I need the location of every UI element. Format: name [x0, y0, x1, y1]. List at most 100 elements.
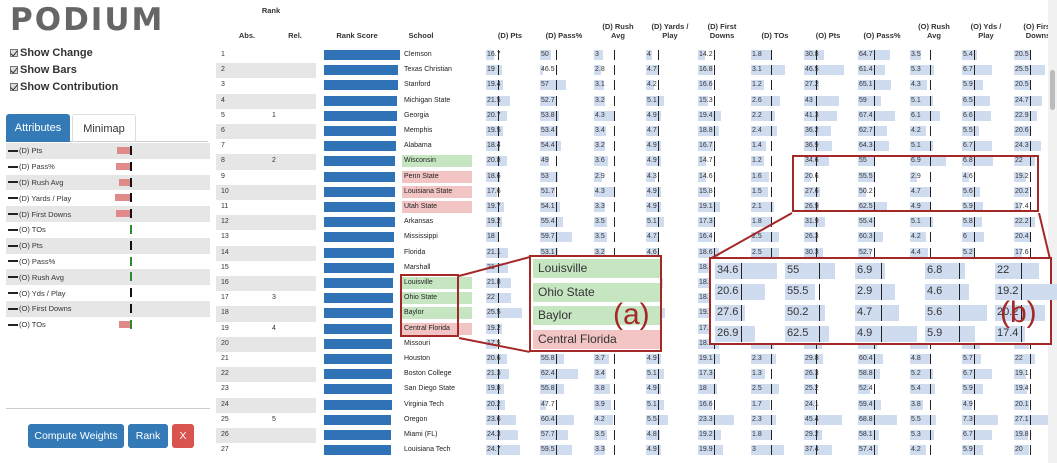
attribute-item[interactable]: (D) Yards / Play — [6, 190, 210, 206]
table-row[interactable]: 25 5 Oregon 23.6 60.4 4.2 5.5 23.3 2.3 45.4 68.8 5.… — [216, 413, 1049, 428]
table-row[interactable]: 27 Louisiana Tech 24.7 59.5 3.3 4.9 19.9 3 37.4 5… — [216, 443, 1046, 458]
school-name[interactable]: Oregon — [404, 415, 428, 423]
column-header[interactable]: (O) Pts — [815, 31, 841, 40]
school-name[interactable]: Virginia Tech — [404, 400, 444, 408]
table-row[interactable]: 11 Utah State 19.7 54.1 3.3 4.9 19.1 2.1 26.9 62.… — [216, 200, 1046, 215]
column-header[interactable]: Downs — [1025, 31, 1051, 40]
column-header[interactable]: (O) Rush — [918, 22, 950, 31]
school-name[interactable]: Ohio State — [402, 292, 472, 305]
weight-tick[interactable] — [130, 193, 132, 203]
abs-header[interactable]: Abs. — [238, 31, 256, 40]
attribute-item[interactable]: (D) Pts — [6, 143, 210, 159]
table-row[interactable]: 2 Texas Christian 19 46.5 2.8 4.7 16.8 3.1 46.5 6… — [216, 63, 1046, 79]
attribute-item[interactable]: (D) Rush Avg — [6, 174, 210, 191]
drag-handle-icon[interactable] — [8, 165, 18, 168]
attribute-item[interactable]: (O) TOs — [6, 222, 210, 238]
school-name[interactable]: Texas Christian — [404, 66, 452, 74]
column-header[interactable]: (D) TOs — [761, 31, 789, 40]
attribute-item[interactable]: (D) First Downs — [6, 206, 210, 222]
school-name[interactable]: Memphis — [404, 127, 433, 134]
table-row[interactable]: 8 2 Wisconsin 20.8 49 3.6 4.9 14.7 1.2 34.6 55 6.9 6… — [216, 154, 1046, 170]
tab-minimap[interactable]: Minimap — [72, 114, 136, 142]
rank-score-header[interactable]: Rank Score — [336, 31, 378, 40]
rel-header[interactable]: Rel. — [288, 31, 302, 40]
weight-tick[interactable] — [130, 319, 132, 329]
scrollbar[interactable] — [1048, 0, 1057, 463]
attribute-item[interactable]: (O) Yds / Play — [6, 285, 210, 301]
column-header[interactable]: (O) Yds / — [970, 22, 1002, 31]
weight-tick[interactable] — [130, 240, 132, 250]
drag-handle-icon[interactable] — [8, 260, 18, 263]
column-header[interactable]: Avg — [611, 31, 625, 40]
school-name[interactable]: Florida — [404, 248, 426, 256]
column-header[interactable]: (D) Pass% — [545, 31, 583, 40]
table-row[interactable]: 7 Alabama 18.4 54.4 3.2 4.9 16.7 1.4 36.9 64.3 5.1… — [216, 139, 1046, 154]
school-name[interactable]: Houston — [404, 355, 431, 362]
school-name[interactable]: Baylor — [402, 307, 472, 320]
drag-handle-icon[interactable] — [8, 292, 18, 295]
school-name[interactable]: Wisconsin — [402, 155, 472, 168]
table-row[interactable]: 23 San Diego State 19.8 55.8 3.8 4.9 18 2.5 25.2… — [216, 382, 1046, 397]
table-row[interactable]: 12 Arkansas 19.2 55.4 3.5 5.1 17.3 1.8 31.9 55.4 5… — [216, 215, 1046, 231]
column-header[interactable]: (D) Yards / — [651, 22, 689, 31]
school-name[interactable]: Stanford — [404, 81, 431, 89]
drag-handle-icon[interactable] — [8, 149, 18, 152]
column-header[interactable]: (O) First — [1023, 22, 1053, 31]
school-name[interactable]: Clemson — [404, 51, 432, 58]
weight-tick[interactable] — [130, 177, 132, 187]
table-row[interactable]: 24 Virginia Tech 20.2 47.7 3.9 5.1 16.6 1.7 24.1… — [216, 397, 1046, 413]
drag-handle-icon[interactable] — [8, 307, 18, 310]
column-header[interactable]: Play — [978, 31, 994, 40]
scrollbar-thumb[interactable] — [1050, 70, 1055, 110]
attribute-item[interactable]: (O) Pass% — [6, 254, 210, 270]
weight-bar[interactable] — [116, 210, 130, 218]
show-contribution-checkbox[interactable]: Show Contribution — [10, 81, 118, 93]
table-row[interactable]: 26 Miami (FL) 24.3 57.7 3.5 4.8 19.2 1.8 29.2 58.… — [216, 428, 1046, 444]
weight-tick[interactable] — [130, 272, 132, 282]
table-row[interactable]: 1 Clemson 16.7 50 3 4 14.2 1.8 30.8 64.7 3.5 5.4 20.… — [216, 48, 1046, 63]
attribute-item[interactable]: (O) Rush Avg — [6, 269, 210, 286]
weight-tick[interactable] — [130, 146, 132, 155]
drag-handle-icon[interactable] — [8, 276, 18, 279]
show-change-checkbox[interactable]: Show Change — [10, 47, 93, 59]
column-header[interactable]: (D) Rush — [602, 22, 634, 31]
compute-weights-button[interactable]: Compute Weights — [28, 424, 124, 448]
close-button[interactable]: X — [172, 424, 194, 448]
drag-handle-icon[interactable] — [8, 323, 18, 326]
column-header[interactable]: Avg — [927, 31, 941, 40]
weight-bar[interactable] — [117, 147, 130, 154]
school-name[interactable]: Penn State — [402, 170, 472, 183]
school-name[interactable]: Utah State — [402, 201, 472, 213]
weight-tick[interactable] — [130, 161, 132, 171]
tab-attributes[interactable]: Attributes — [6, 114, 70, 142]
attribute-item[interactable]: (D) Pass% — [6, 159, 210, 175]
column-header[interactable]: (D) Pts — [497, 31, 523, 40]
table-row[interactable]: 3 Stanford 19.4 57 3.1 4.2 16.6 1.2 27.2 65.1 4.3 5… — [216, 78, 1046, 93]
school-name[interactable]: Boston College — [404, 370, 452, 378]
show-bars-checkbox[interactable]: Show Bars — [10, 64, 77, 76]
weight-tick[interactable] — [130, 288, 132, 298]
table-row[interactable]: 13 Mississippi 18 59.7 3.5 4.7 16.4 2.5 26.3 60.3… — [216, 230, 1046, 245]
school-name[interactable]: Central Florida — [402, 322, 472, 335]
table-row[interactable]: 21 Houston 20.6 55.8 3.7 4.9 19.1 2.3 29.8 60.4 4.… — [216, 352, 1046, 367]
school-name[interactable]: San Diego State — [404, 385, 455, 393]
school-name[interactable]: Louisville — [402, 277, 472, 289]
table-row[interactable]: 9 Penn State 18.6 53 2.9 4.3 14.6 1.6 20.6 55.5 2.… — [216, 170, 1046, 185]
weight-tick[interactable] — [130, 256, 132, 266]
drag-handle-icon[interactable] — [8, 228, 18, 231]
drag-handle-icon[interactable] — [8, 213, 18, 216]
attribute-item[interactable]: (O) Pts — [6, 237, 210, 254]
school-name[interactable]: Michigan State — [404, 96, 451, 104]
school-name[interactable]: Arkansas — [404, 218, 434, 226]
weight-tick[interactable] — [130, 224, 132, 234]
school-header[interactable]: School — [408, 31, 434, 40]
school-name[interactable]: Marshall — [404, 263, 431, 271]
attribute-item[interactable]: (O) First Downs — [6, 300, 210, 317]
drag-handle-icon[interactable] — [8, 244, 18, 247]
weight-tick[interactable] — [130, 209, 132, 219]
weight-bar[interactable] — [115, 194, 130, 202]
table-row[interactable]: 14 Florida 21.1 53.1 3.2 4.6 18.6 2.5 30.3 52.7 4.… — [216, 245, 1046, 261]
weight-bar[interactable] — [116, 162, 130, 170]
table-row[interactable]: 10 Louisiana State 17.6 51.7 4.3 4.9 15.8 1.5 27… — [216, 184, 1046, 200]
table-row[interactable]: 5 1 Georgia 20.7 53.8 4.3 4.9 19.4 2.2 41.3 67.4 6.… — [216, 109, 1046, 124]
